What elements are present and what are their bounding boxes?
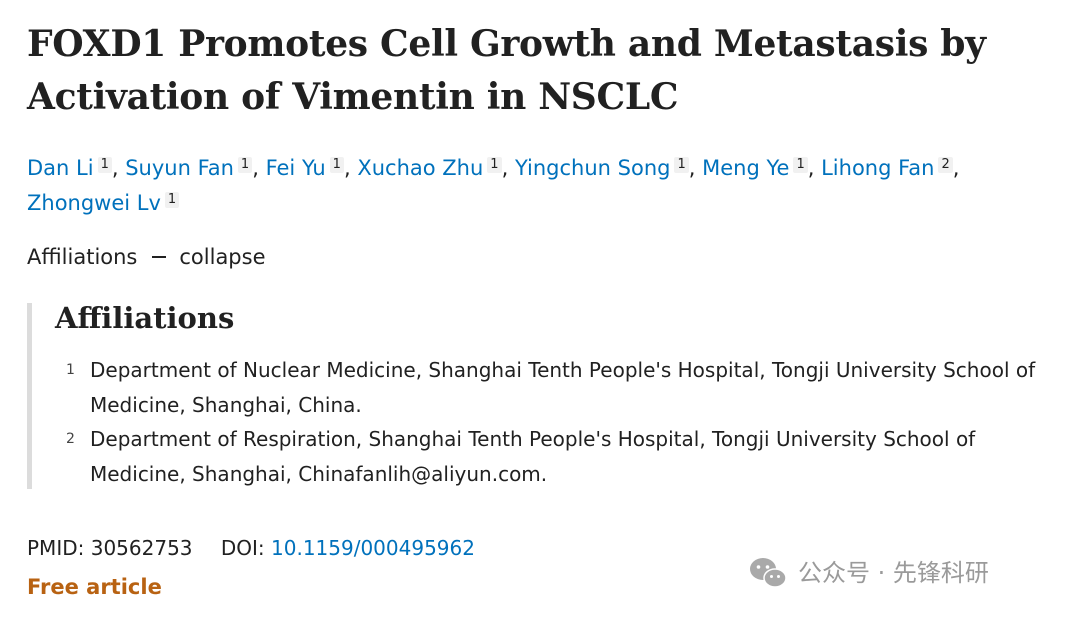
- affiliation-ref[interactable]: 2: [938, 157, 953, 173]
- affiliation-text: Department of Nuclear Medicine, Shanghai…: [90, 358, 1036, 417]
- affiliation-ref[interactable]: 1: [329, 157, 344, 173]
- author-separator: ,: [252, 156, 259, 180]
- affiliation-ref[interactable]: 1: [97, 157, 112, 173]
- affiliation-number: 2: [66, 431, 75, 447]
- author-link[interactable]: Zhongwei Lv: [27, 191, 161, 215]
- wechat-icon: [750, 558, 787, 588]
- affiliation-ref[interactable]: 1: [487, 157, 502, 173]
- affiliations-heading: Affiliations: [55, 301, 235, 335]
- affiliation-number: 1: [66, 362, 75, 378]
- pmid-value: 30562753: [90, 536, 193, 560]
- watermark-text: 公众号 · 先锋科研: [798, 559, 989, 587]
- affiliations-toggle[interactable]: Affiliations collapse: [27, 242, 266, 272]
- watermark: 公众号 · 先锋科研: [748, 556, 989, 590]
- author-separator: ,: [501, 156, 509, 180]
- author-link[interactable]: Suyun Fan: [125, 156, 234, 180]
- affiliations-toggle-label: Affiliations: [27, 245, 138, 269]
- author-list: Dan Li 1, Suyun Fan 1, Fei Yu 1, Xuchao Zhu…: [27, 151, 1027, 221]
- affiliation-ref[interactable]: 1: [164, 192, 180, 208]
- author-separator: ,: [343, 156, 351, 180]
- doi-link[interactable]: 10.1159/000495962: [271, 536, 475, 560]
- affiliation-ref[interactable]: 1: [237, 157, 253, 173]
- doi-label: DOI:: [220, 536, 265, 560]
- author-link[interactable]: Fei Yu: [265, 156, 326, 180]
- affiliations-panel: Affiliations 1 Department of Nuclear Med…: [27, 303, 1072, 489]
- author-separator: ,: [952, 156, 960, 180]
- article-title: FOXD1 Promotes Cell Growth and Metastasi…: [27, 23, 986, 118]
- affiliation-ref[interactable]: 1: [674, 157, 689, 173]
- author-link[interactable]: Meng Ye: [702, 156, 790, 180]
- affiliation-ref[interactable]: 1: [793, 157, 808, 173]
- affiliations-list: 1 Department of Nuclear Medicine, Shangh…: [32, 353, 1070, 491]
- collapse-button[interactable]: collapse: [179, 245, 266, 269]
- author-separator: ,: [807, 156, 815, 180]
- pmid-label: PMID:: [27, 536, 85, 560]
- author-link[interactable]: Xuchao Zhu: [357, 156, 484, 180]
- affiliation-text: Department of Respiration, Shanghai Tent…: [90, 427, 976, 486]
- affiliation-item: 2 Department of Respiration, Shanghai Te…: [32, 422, 1070, 491]
- article-identifiers: PMID: 30562753 DOI: 10.1159/000495962: [27, 533, 475, 563]
- author-separator: ,: [688, 156, 696, 180]
- author-link[interactable]: Lihong Fan: [821, 156, 935, 180]
- minus-icon: [152, 256, 167, 258]
- author-separator: ,: [111, 156, 119, 180]
- author-link[interactable]: Yingchun Song: [514, 156, 671, 180]
- free-article-label: Free article: [27, 575, 162, 599]
- author-link[interactable]: Dan Li: [27, 156, 94, 180]
- affiliation-item: 1 Department of Nuclear Medicine, Shangh…: [32, 353, 1070, 422]
